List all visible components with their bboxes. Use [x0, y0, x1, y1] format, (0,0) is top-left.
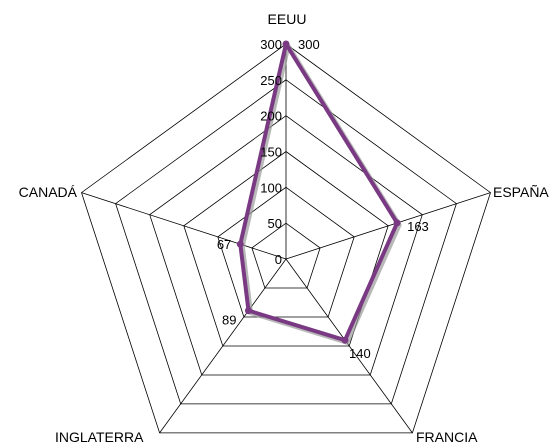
axis-spoke-5 [81, 192, 287, 260]
data-label-eeuu: 300 [298, 37, 320, 52]
grid-ring-250 [115, 79, 457, 405]
grid-ring-100 [217, 186, 355, 318]
data-label-canadá: 67 [217, 237, 231, 252]
data-point-francia [341, 336, 349, 344]
data-point-canadá [236, 240, 244, 248]
tick-label-0: 0 [275, 252, 282, 267]
data-label-inglaterra: 89 [222, 313, 236, 328]
radial-tick-labels: 0 50 100 150 200 250 300 [260, 37, 282, 267]
tick-label-300: 300 [260, 37, 282, 52]
tick-label-200: 200 [260, 109, 282, 124]
grid-ring-50 [251, 222, 321, 289]
data-label-españa: 163 [407, 219, 429, 234]
category-label-francia: FRANCIA [416, 429, 478, 445]
tick-label-100: 100 [260, 180, 282, 195]
tick-label-250: 250 [260, 73, 282, 88]
grid-ring-150 [183, 151, 389, 347]
category-label-españa: ESPAÑA [493, 184, 549, 200]
radar-grid [81, 43, 491, 434]
grid-ring-200 [149, 115, 423, 376]
axis-spoke-3 [285, 258, 413, 434]
data-point-españa [393, 219, 401, 227]
axis-spoke-2 [285, 192, 491, 260]
tick-label-50: 50 [268, 216, 282, 231]
data-point-eeuu [282, 40, 290, 48]
radar-axes [81, 44, 491, 434]
category-label-eeuu: EEUU [268, 11, 307, 27]
tick-label-150: 150 [260, 145, 282, 160]
data-label-francia: 140 [349, 346, 371, 361]
data-point-inglaterra [245, 307, 252, 315]
category-label-canadá: CANADÁ [19, 184, 78, 200]
data-labels: 300 163 140 89 67 [217, 37, 429, 361]
axis-spoke-4 [159, 258, 287, 434]
series-line-1 [238, 42, 400, 343]
radar-series [236, 40, 402, 345]
grid-ring-300 [81, 43, 491, 434]
category-labels: EEUU ESPAÑA FRANCIA INGLATERRA CANADÁ [19, 11, 550, 445]
category-label-inglaterra: INGLATERRA [55, 429, 144, 445]
